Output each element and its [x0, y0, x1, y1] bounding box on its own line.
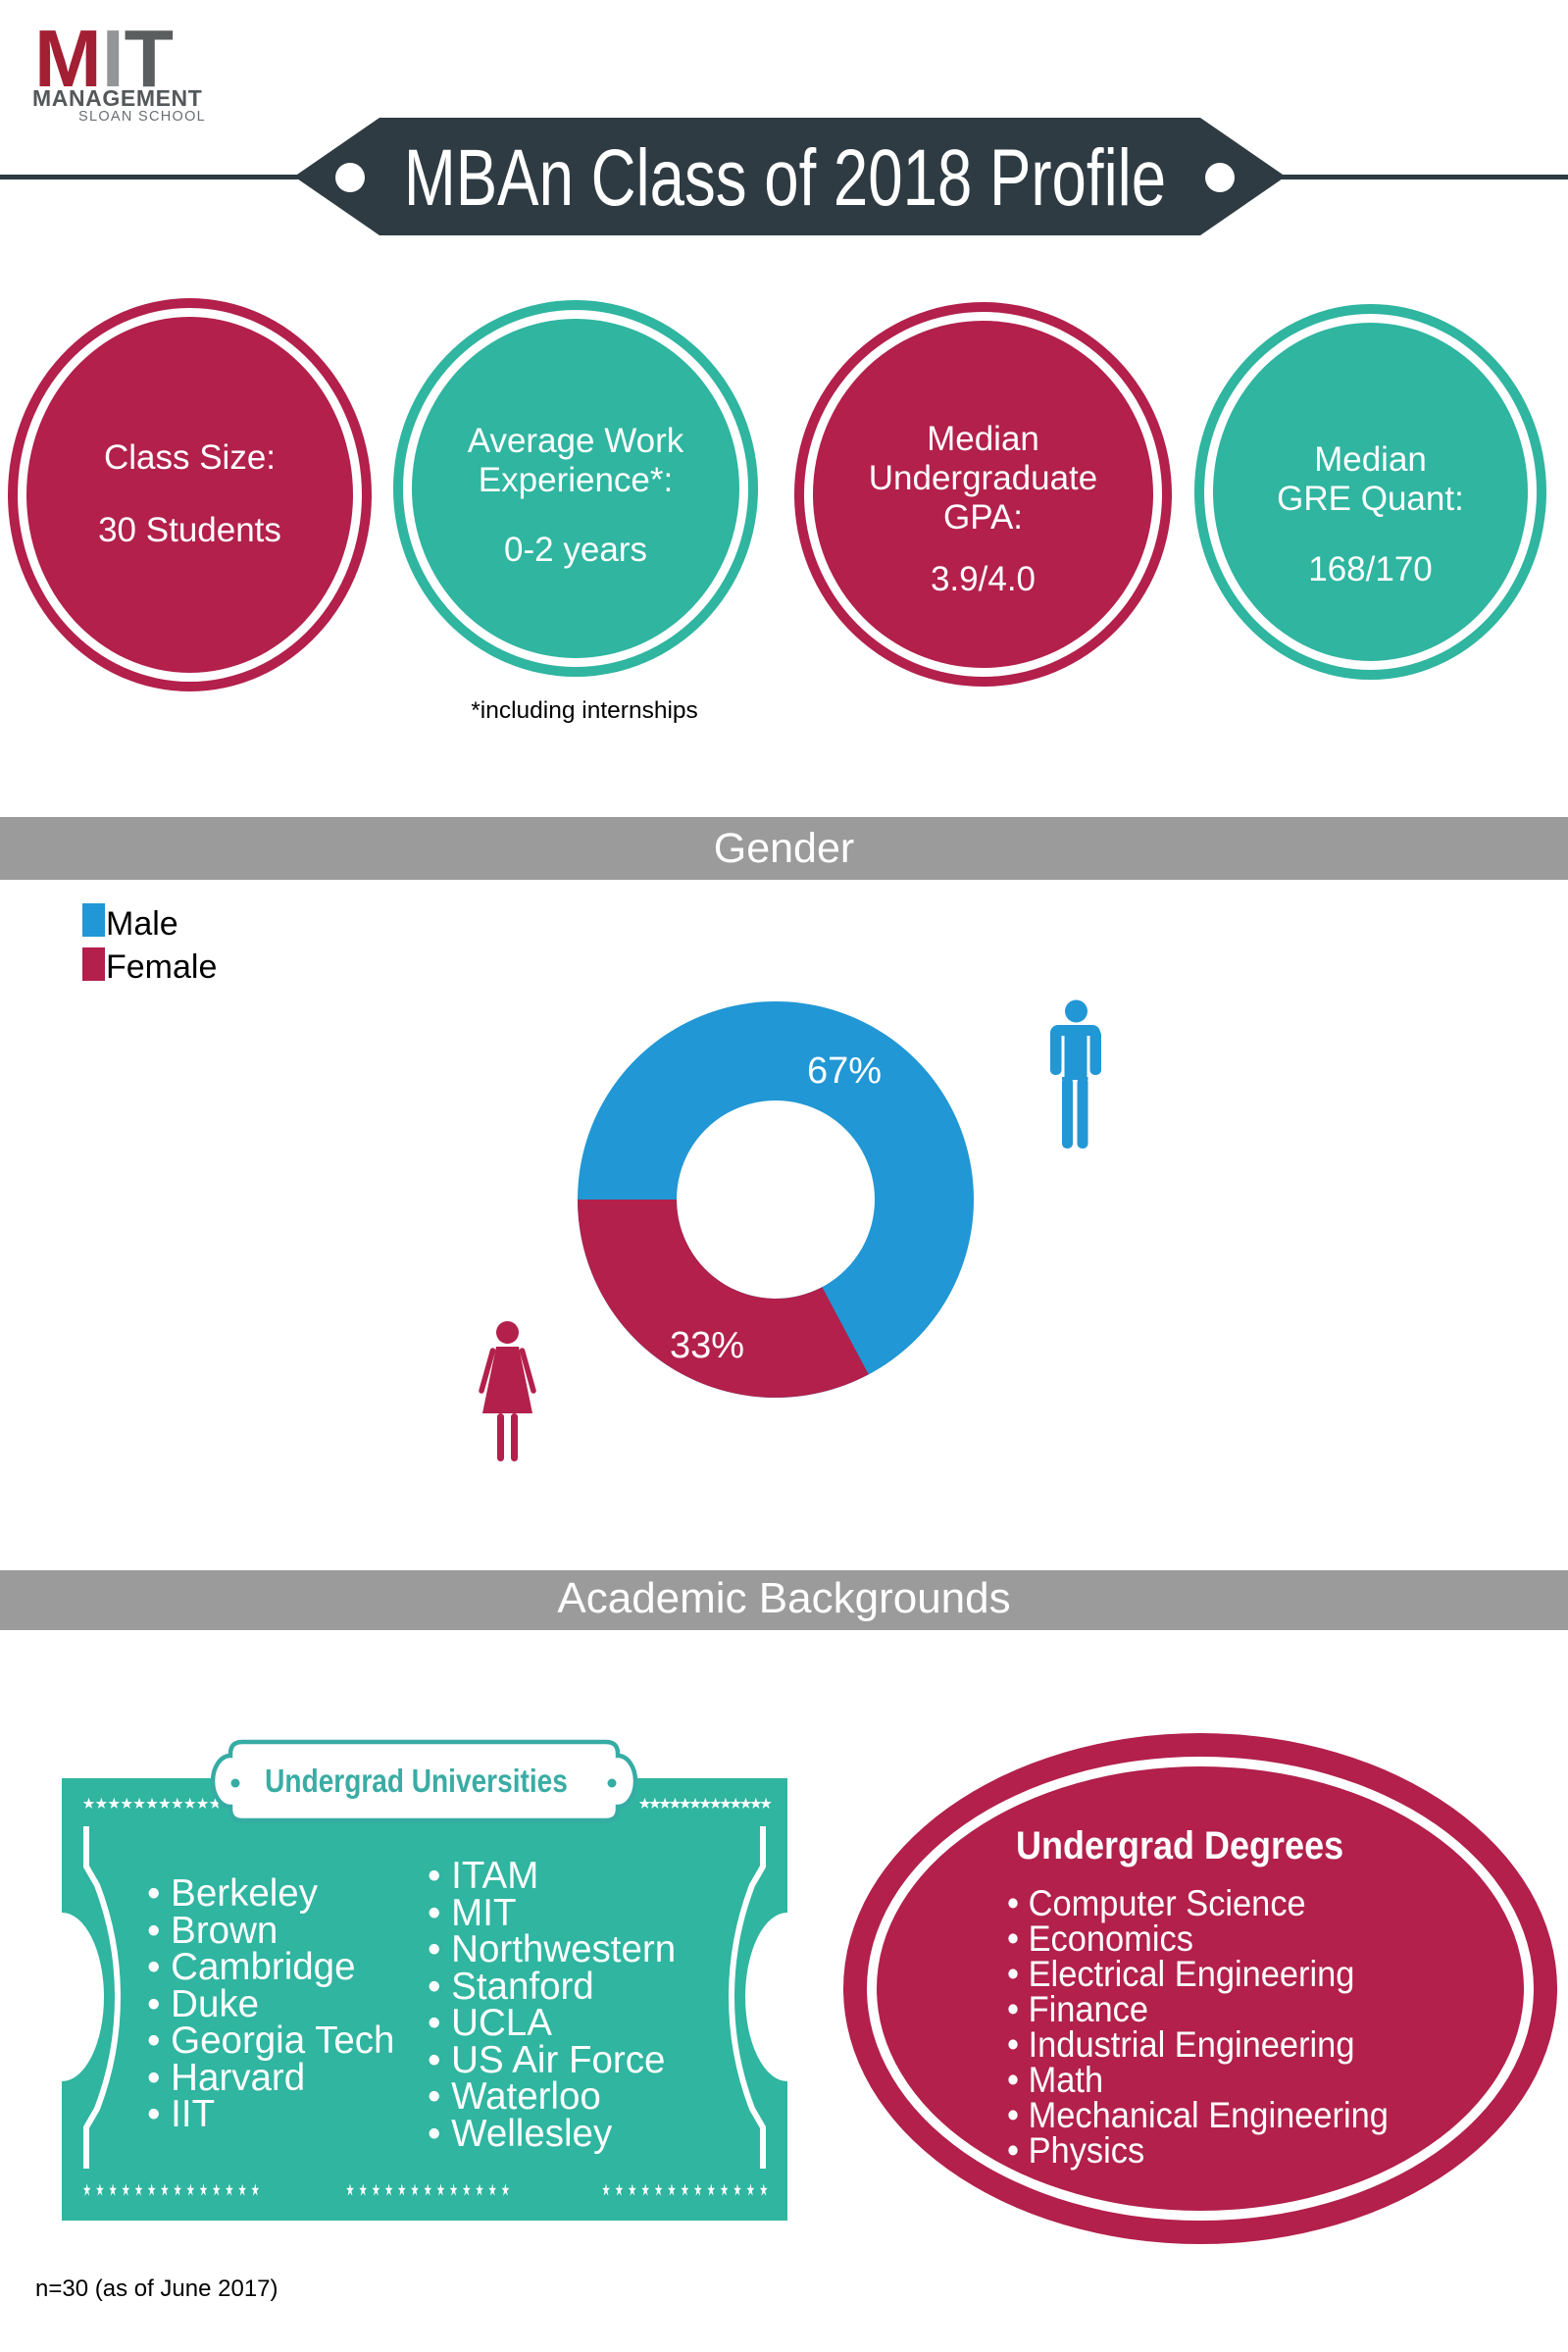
svg-text:67%: 67%: [807, 1050, 882, 1092]
svg-text:33%: 33%: [670, 1325, 744, 1366]
